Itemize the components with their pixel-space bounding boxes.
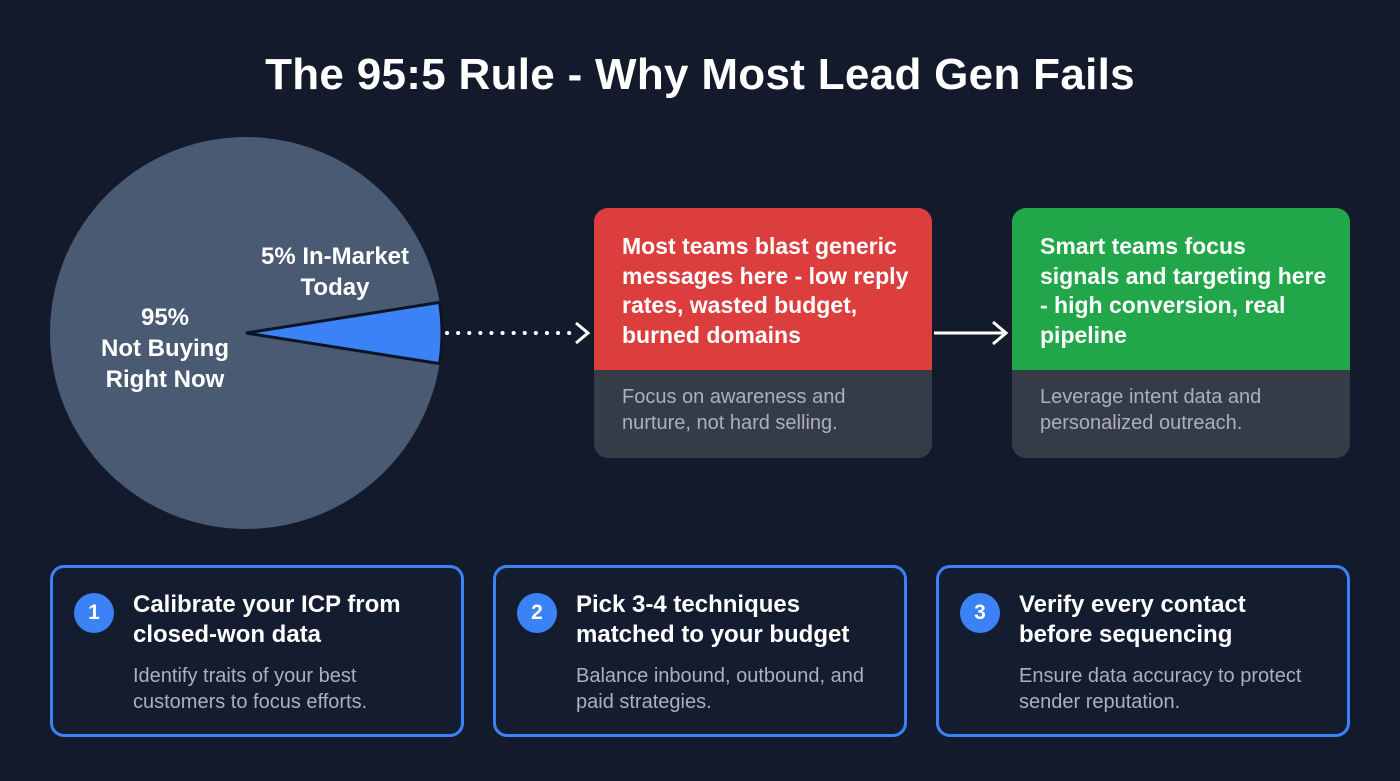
label-pct: 95%	[140, 304, 190, 331]
card-headline: Most teams blast generic messages here -…	[594, 208, 932, 370]
card-description: Focus on awareness and nurture, not hard…	[622, 386, 846, 434]
step-card-2: 2 Pick 3-4 techniques matched to your bu…	[493, 565, 907, 737]
label-line2: Right Now	[105, 366, 225, 393]
label-line1: 5% In-Market	[260, 243, 410, 270]
step-number-badge: 2	[517, 593, 557, 633]
pie-slice-in-market	[245, 300, 444, 366]
step-description: Balance inbound, outbound, and paid stra…	[576, 665, 865, 713]
step-card-3: 3 Verify every contact before sequencing…	[936, 565, 1350, 737]
step-number-badge: 3	[960, 593, 1000, 633]
step-title: Verify every contact before sequencing	[1019, 591, 1246, 648]
dotted-arrow-head-icon	[575, 321, 591, 345]
arrow-head-icon	[992, 320, 1009, 346]
step-title: Pick 3-4 techniques matched to your budg…	[576, 591, 850, 648]
page-title: The 95:5 Rule - Why Most Lead Gen Fails	[265, 50, 1135, 99]
step-description: Ensure data accuracy to protect sender r…	[1019, 665, 1302, 713]
step-card-1: 1 Calibrate your ICP from closed-won dat…	[50, 565, 464, 737]
pie-label-in-market: 5% In-Market Today	[240, 241, 430, 303]
step-number-badge: 1	[74, 593, 114, 633]
step-description: Identify traits of your best customers t…	[133, 665, 368, 713]
step-title: Calibrate your ICP from closed-won data	[133, 591, 401, 648]
pie-label-not-buying: 95% Not Buying Right Now	[80, 302, 250, 395]
card-headline: Smart teams focus signals and targeting …	[1012, 208, 1350, 370]
card-smart-teams: Smart teams focus signals and targeting …	[1012, 208, 1350, 458]
label-line1: Not Buying	[101, 335, 229, 362]
label-line2: Today	[300, 274, 370, 301]
card-generic-teams: Most teams blast generic messages here -…	[594, 208, 932, 458]
card-description: Leverage intent data and personalized ou…	[1040, 386, 1262, 434]
